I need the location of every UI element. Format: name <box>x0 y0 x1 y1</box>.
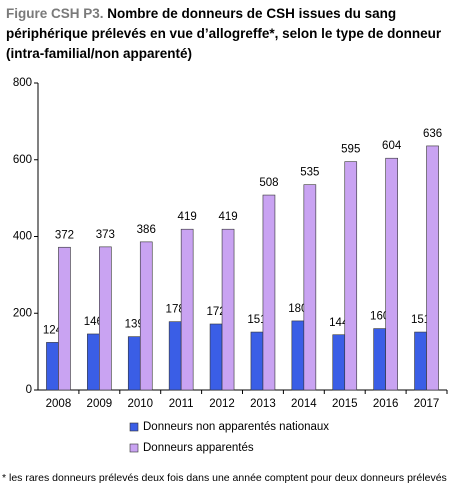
x-tick-label: 2013 <box>250 398 276 410</box>
value-label: 160 <box>370 311 389 323</box>
y-tick-label: 800 <box>13 77 32 89</box>
value-label: 419 <box>218 211 237 223</box>
legend-label: Donneurs non apparentés nationaux <box>143 421 329 433</box>
bar <box>373 328 386 391</box>
bar <box>99 246 112 391</box>
value-label: 180 <box>288 303 307 315</box>
bar <box>209 323 223 391</box>
y-tick-label: 600 <box>13 154 32 166</box>
figure-label: Figure CSH P3. <box>6 6 104 21</box>
value-label: 172 <box>206 306 225 318</box>
x-tick-label: 2017 <box>414 398 440 410</box>
bar <box>385 157 398 391</box>
value-label: 535 <box>300 167 319 179</box>
bar <box>180 228 194 391</box>
bar <box>414 331 427 391</box>
bar <box>332 334 346 391</box>
value-label: 144 <box>329 317 349 329</box>
x-tick-label: 2011 <box>169 398 194 410</box>
value-label: 178 <box>166 304 185 316</box>
value-label: 124 <box>43 324 63 336</box>
y-tick-label: 200 <box>13 307 32 319</box>
bar <box>58 246 71 391</box>
bar <box>127 336 141 391</box>
value-label: 151 <box>247 314 266 326</box>
value-label: 508 <box>259 177 278 189</box>
bar <box>303 184 317 391</box>
y-tick-label: 400 <box>13 231 32 243</box>
value-label: 636 <box>423 128 442 140</box>
value-label: 139 <box>125 319 144 331</box>
title-text: Nombre de donneurs de CSH issues du sang… <box>6 6 442 61</box>
value-label: 146 <box>84 316 103 328</box>
bar <box>426 145 439 391</box>
value-label: 373 <box>96 229 115 241</box>
legend-swatch <box>129 443 139 453</box>
legend-label: Donneurs apparentés <box>143 442 254 454</box>
value-label: 372 <box>55 229 74 241</box>
bar <box>139 241 153 391</box>
chart-title: Figure CSH P3. Nombre de donneurs de CSH… <box>6 4 464 64</box>
value-label: 151 <box>411 314 430 326</box>
y-tick-label: 0 <box>26 384 32 396</box>
legend-swatch <box>129 422 139 432</box>
value-label: 419 <box>178 211 197 223</box>
bar <box>168 321 182 391</box>
x-tick-label: 2012 <box>209 398 235 410</box>
bar <box>250 331 264 391</box>
bar <box>291 320 305 391</box>
x-tick-label: 2010 <box>127 398 153 410</box>
bar <box>46 342 59 391</box>
bar <box>262 194 276 391</box>
bar <box>344 161 358 391</box>
value-label: 386 <box>137 224 156 236</box>
x-tick-label: 2014 <box>291 398 317 410</box>
bar <box>221 228 235 391</box>
x-tick-label: 2016 <box>373 398 399 410</box>
x-tick-label: 2009 <box>87 398 113 410</box>
value-label: 604 <box>382 140 402 152</box>
x-tick-label: 2015 <box>332 398 358 410</box>
footnote: * les rares donneurs prélevés deux fois … <box>2 472 447 484</box>
x-tick-label: 2008 <box>46 398 72 410</box>
value-label: 595 <box>341 144 360 156</box>
bar <box>87 333 100 391</box>
